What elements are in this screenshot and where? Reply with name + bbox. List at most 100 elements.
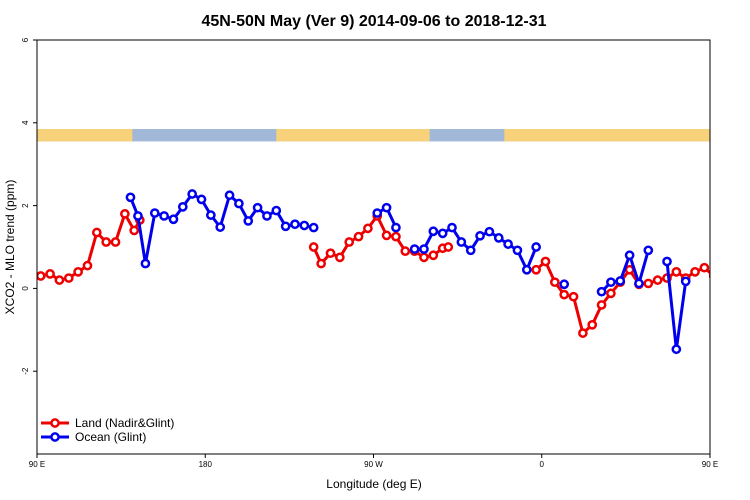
world-map-strip: [37, 129, 710, 142]
series-ocean-point: [437, 228, 448, 239]
series-land-point: [643, 278, 654, 289]
series-land-line: [535, 259, 710, 335]
series-ocean-point: [456, 237, 467, 247]
series-land-point: [391, 231, 401, 242]
series-ocean-point: [493, 233, 504, 243]
map-land-band: [504, 129, 710, 142]
series-layer: [37, 189, 745, 355]
legend: Land (Nadir&Glint) Ocean (Glint): [41, 416, 174, 444]
series-land-point: [353, 231, 364, 242]
series-ocean-point: [503, 239, 513, 249]
legend-ocean-label: Ocean (Glint): [75, 430, 146, 444]
series-ocean-point: [271, 205, 282, 216]
legend-ocean-marker: [50, 432, 60, 442]
series-land-point: [335, 252, 345, 263]
series-ocean-point: [531, 242, 541, 252]
series-ocean-point: [168, 214, 179, 225]
series-land-point: [690, 266, 700, 277]
series-land-point: [344, 237, 355, 247]
series-ocean-point: [419, 244, 429, 254]
series-land-point: [729, 277, 736, 284]
y-tick-label: -2: [21, 367, 30, 375]
map-land-band: [276, 129, 430, 142]
series-ocean-point: [133, 211, 143, 221]
plot-frame: [36, 39, 711, 455]
series-ocean-point: [643, 245, 654, 256]
series-ocean-point: [196, 194, 207, 205]
series-land-point: [400, 246, 411, 256]
series-land-point: [110, 237, 121, 247]
series-land-point: [549, 277, 560, 288]
series-land-point: [308, 242, 319, 252]
series-land-point: [381, 230, 392, 241]
series-ocean-point: [372, 208, 383, 218]
series-land-point: [363, 223, 373, 234]
series-land-point: [568, 291, 579, 302]
series-land-point: [316, 258, 327, 269]
series-ocean-point: [391, 222, 401, 233]
series-ocean-point: [299, 220, 310, 231]
series-ocean-point: [475, 230, 485, 241]
series-ocean-point: [140, 258, 151, 269]
series-land-point: [671, 266, 682, 277]
y-axis: -2 0 2 4 6: [21, 37, 37, 375]
series-ocean-point: [187, 189, 198, 199]
y-axis-label: XCO2 - MLO trend (ppm): [3, 180, 17, 315]
map-land-band: [37, 129, 133, 142]
series-ocean-point: [262, 211, 272, 221]
series-ocean-point: [252, 202, 263, 213]
series-ocean-point: [521, 264, 532, 275]
series-land-line: [40, 212, 142, 282]
series-land-point: [101, 237, 112, 247]
series-land-point: [531, 264, 541, 275]
x-tick-label: 0: [540, 460, 545, 469]
series-land-point: [596, 300, 607, 310]
series-land-point: [587, 319, 598, 330]
series-ocean: [125, 189, 691, 355]
x-tick-label: 90 W: [364, 460, 383, 469]
series-ocean-point: [308, 222, 319, 233]
y-tick-label: 4: [21, 120, 30, 125]
series-land-point: [419, 252, 429, 263]
series-land-point: [45, 269, 55, 279]
series-land-point: [540, 256, 551, 267]
series-land-point: [719, 270, 726, 277]
series-ocean-point: [484, 226, 495, 237]
series-ocean-point: [465, 245, 476, 256]
series-ocean-point: [215, 222, 226, 232]
series-land-point: [73, 266, 83, 277]
series-land-point: [82, 260, 93, 271]
series-ocean-point: [381, 202, 392, 213]
series-land-point: [578, 328, 588, 338]
series-ocean-point: [559, 279, 570, 290]
legend-land-marker: [50, 418, 60, 428]
chart-title: 45N-50N May (Ver 9) 2014-09-06 to 2018-1…: [201, 13, 546, 30]
series-ocean-point: [662, 256, 672, 267]
x-axis-label: Longitude (deg E): [326, 477, 421, 491]
series-ocean-point: [624, 250, 635, 261]
series-land-point: [738, 274, 745, 281]
series-ocean-point: [290, 219, 300, 230]
series-ocean-point: [224, 190, 235, 201]
series-land-point: [652, 275, 663, 285]
series-land-point: [559, 289, 570, 300]
y-tick-label: 0: [21, 286, 30, 291]
series-ocean-point: [596, 286, 607, 297]
series-land-point: [708, 272, 710, 280]
series-ocean-point: [671, 344, 682, 355]
series-land-point: [325, 248, 336, 259]
series-land-point: [63, 273, 74, 283]
series-ocean-point: [177, 201, 188, 212]
series-ocean-point: [615, 276, 626, 286]
series-land-point: [120, 209, 130, 219]
y-tick-label: 6: [21, 37, 30, 42]
series-ocean-point: [149, 208, 160, 218]
series-ocean-point: [243, 216, 254, 226]
series-ocean-point: [206, 210, 216, 220]
series-ocean-point: [512, 245, 523, 256]
series-land-point: [37, 271, 46, 281]
series-ocean-point: [680, 276, 691, 287]
series-land-point: [699, 262, 710, 273]
series-ocean-point: [125, 192, 136, 203]
